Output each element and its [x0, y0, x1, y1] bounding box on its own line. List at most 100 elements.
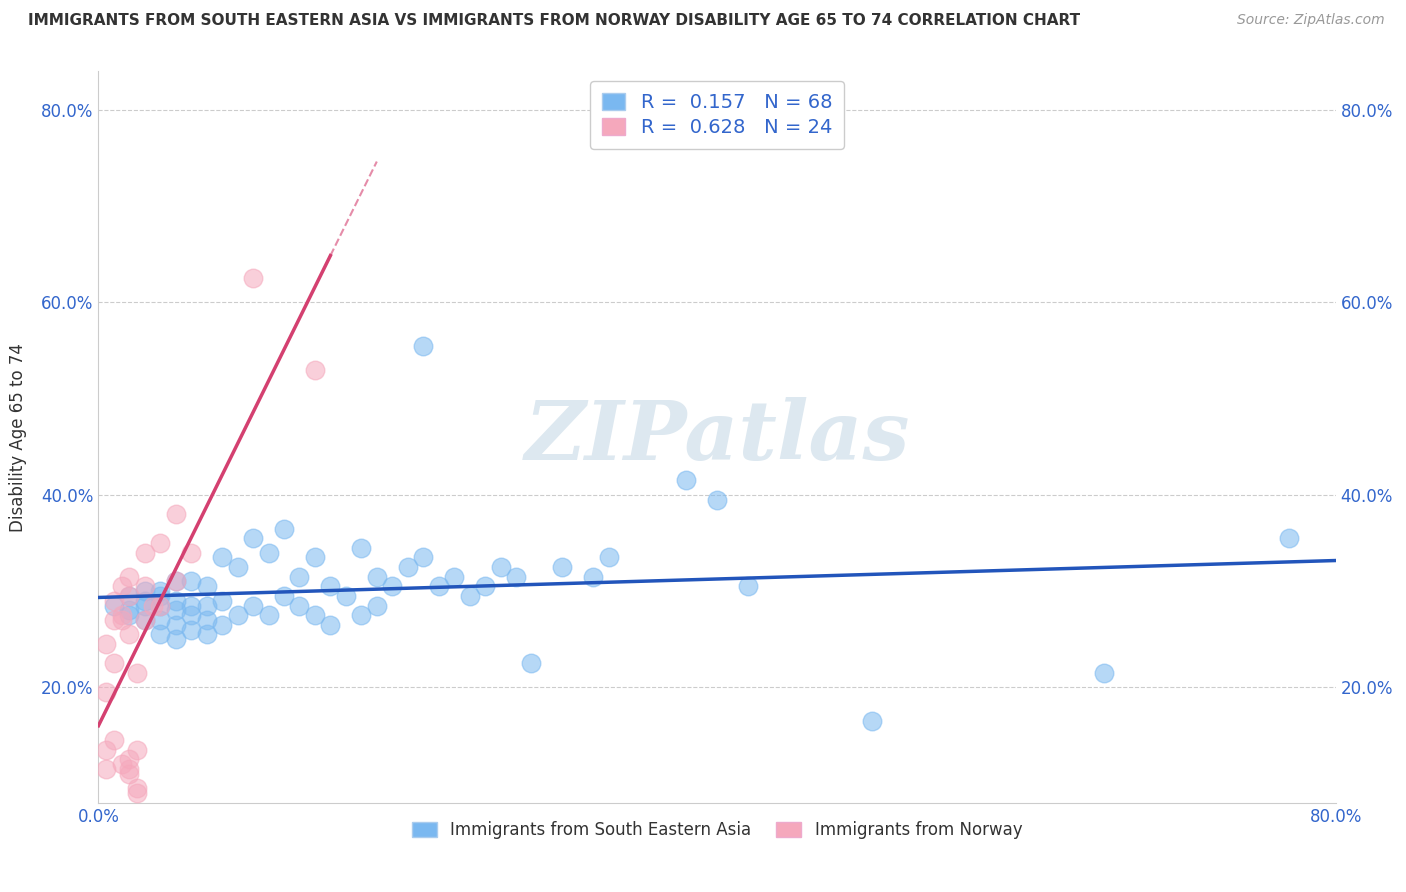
- Point: [180, 608, 202, 623]
- Point: [582, 569, 605, 583]
- Point: [118, 589, 141, 603]
- Point: [505, 569, 527, 583]
- Point: [226, 608, 249, 623]
- Point: [111, 613, 132, 627]
- Point: [149, 599, 172, 613]
- Point: [165, 574, 187, 589]
- Point: [111, 579, 132, 593]
- Point: [165, 507, 187, 521]
- Point: [118, 762, 141, 776]
- Point: [350, 608, 373, 623]
- Text: IMMIGRANTS FROM SOUTH EASTERN ASIA VS IMMIGRANTS FROM NORWAY DISABILITY AGE 65 T: IMMIGRANTS FROM SOUTH EASTERN ASIA VS IM…: [28, 13, 1080, 29]
- Point: [134, 579, 156, 593]
- Point: [134, 613, 156, 627]
- Point: [165, 574, 187, 589]
- Point: [149, 627, 172, 641]
- Point: [149, 536, 172, 550]
- Point: [118, 589, 141, 603]
- Point: [396, 560, 419, 574]
- Point: [103, 613, 125, 627]
- Point: [111, 608, 132, 623]
- Y-axis label: Disability Age 65 to 74: Disability Age 65 to 74: [10, 343, 27, 532]
- Point: [103, 733, 125, 747]
- Point: [96, 637, 118, 651]
- Point: [288, 569, 311, 583]
- Point: [304, 362, 326, 376]
- Point: [1278, 531, 1301, 545]
- Point: [443, 569, 465, 583]
- Point: [412, 550, 434, 565]
- Point: [195, 579, 218, 593]
- Point: [366, 569, 388, 583]
- Point: [127, 665, 149, 680]
- Point: [195, 599, 218, 613]
- Point: [288, 599, 311, 613]
- Point: [118, 569, 141, 583]
- Point: [118, 767, 141, 781]
- Point: [257, 608, 280, 623]
- Point: [335, 589, 357, 603]
- Point: [458, 589, 481, 603]
- Point: [118, 603, 141, 617]
- Point: [96, 743, 118, 757]
- Point: [111, 757, 132, 772]
- Point: [412, 338, 434, 352]
- Point: [598, 550, 620, 565]
- Point: [381, 579, 404, 593]
- Point: [242, 271, 264, 285]
- Point: [242, 599, 264, 613]
- Point: [165, 593, 187, 607]
- Point: [211, 593, 233, 607]
- Point: [134, 545, 156, 559]
- Point: [165, 603, 187, 617]
- Point: [118, 608, 141, 623]
- Point: [1092, 665, 1115, 680]
- Point: [149, 599, 172, 613]
- Point: [706, 492, 728, 507]
- Point: [195, 613, 218, 627]
- Point: [520, 657, 543, 671]
- Point: [551, 560, 574, 574]
- Point: [474, 579, 496, 593]
- Point: [273, 589, 295, 603]
- Point: [242, 531, 264, 545]
- Point: [103, 593, 125, 607]
- Point: [96, 762, 118, 776]
- Point: [118, 627, 141, 641]
- Text: ZIPatlas: ZIPatlas: [524, 397, 910, 477]
- Point: [180, 545, 202, 559]
- Point: [366, 599, 388, 613]
- Point: [860, 714, 883, 728]
- Point: [226, 560, 249, 574]
- Point: [134, 593, 156, 607]
- Point: [96, 685, 118, 699]
- Point: [134, 584, 156, 599]
- Point: [165, 632, 187, 647]
- Point: [141, 599, 165, 613]
- Point: [134, 599, 156, 613]
- Point: [103, 657, 125, 671]
- Point: [195, 627, 218, 641]
- Point: [180, 599, 202, 613]
- Point: [180, 574, 202, 589]
- Point: [149, 584, 172, 599]
- Point: [211, 550, 233, 565]
- Point: [127, 786, 149, 800]
- Point: [427, 579, 450, 593]
- Point: [350, 541, 373, 555]
- Point: [149, 613, 172, 627]
- Text: Source: ZipAtlas.com: Source: ZipAtlas.com: [1237, 13, 1385, 28]
- Point: [127, 781, 149, 796]
- Point: [304, 550, 326, 565]
- Point: [127, 743, 149, 757]
- Point: [149, 589, 172, 603]
- Point: [257, 545, 280, 559]
- Point: [103, 599, 125, 613]
- Legend: Immigrants from South Eastern Asia, Immigrants from Norway: Immigrants from South Eastern Asia, Immi…: [405, 814, 1029, 846]
- Point: [737, 579, 759, 593]
- Point: [489, 560, 512, 574]
- Point: [118, 752, 141, 766]
- Point: [180, 623, 202, 637]
- Point: [319, 579, 342, 593]
- Point: [165, 617, 187, 632]
